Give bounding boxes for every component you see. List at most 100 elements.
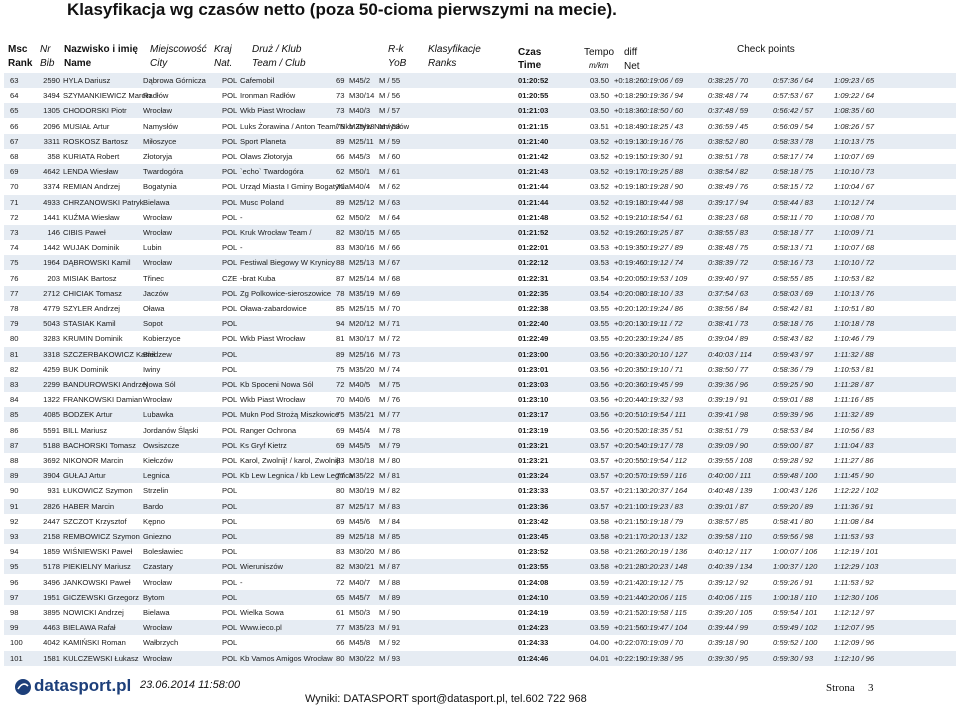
table-cell: Nowa Sól — [143, 380, 176, 389]
table-cell: 100 — [10, 638, 23, 648]
table-cell: 03.56 — [590, 425, 610, 435]
table-cell: 3311 — [43, 136, 60, 146]
table-cell: 1305 — [43, 106, 60, 116]
table-cell: 1:10:18 / 78 — [834, 319, 875, 329]
table-cell: M / 67 — [379, 258, 401, 268]
table-cell: 1:10:08 / 70 — [834, 212, 875, 222]
table-cell: 0:40:00 / 111 — [708, 471, 752, 481]
table-cell: 01:23:55 — [518, 562, 549, 572]
table-cell: 98 — [10, 608, 19, 617]
table-row: 93 2158 REMBOWICZ Szymon Gniezno POL 89 M25/18… — [4, 529, 956, 544]
table-cell: 0:39:17 / 94 — [708, 197, 749, 207]
header-cell: Check points — [737, 44, 795, 55]
table-cell: 01:21:48 — [518, 212, 549, 222]
table-cell: +0:21:42 — [614, 577, 644, 587]
table-cell: 0:38:57 / 85 — [708, 516, 749, 526]
table-cell: M / 81 — [379, 471, 401, 481]
table-cell: M / 63 — [379, 197, 401, 207]
table-row: 86 5591 BILL Mariusz Jordanów Śląski POL Rang… — [4, 423, 956, 438]
table-cell: MISIAK Bartosz — [63, 273, 117, 283]
table-cell: 01:21:03 — [518, 106, 549, 116]
header-cell: Bib — [40, 58, 55, 69]
table-cell: 0:20:10 / 127 — [643, 349, 688, 359]
table-cell: 03.50 — [590, 76, 610, 85]
header-cell: Nazwisko i imię — [64, 44, 138, 55]
table-cell: 03.52 — [590, 212, 610, 222]
table-cell: +0:19:26 — [614, 228, 644, 237]
table-cell: 0:18:10 / 33 — [643, 288, 684, 298]
table-cell: +0:19:21 — [614, 212, 644, 222]
table-cell: 01:23:33 — [518, 486, 549, 496]
table-cell: Bielawa — [143, 197, 170, 207]
table-cell: Wrocław — [143, 258, 172, 268]
table-cell: 0:20:23 / 148 — [643, 562, 688, 572]
table-cell: 1:10:53 / 81 — [834, 364, 875, 374]
table-cell: POL — [222, 577, 238, 587]
table-cell: 0:58:33 / 78 — [773, 136, 814, 146]
table-cell: 0:19:18 / 79 — [643, 516, 684, 526]
table-cell: 0:19:28 / 90 — [643, 182, 684, 192]
table-cell: 3318 — [43, 349, 60, 359]
table-cell: 0:58:03 / 69 — [773, 288, 814, 298]
header-cell: City — [150, 58, 168, 69]
header-cell: Klasyfikacje — [428, 44, 481, 55]
table-cell: POL — [222, 121, 238, 131]
table-cell: 0:19:38 / 95 — [643, 653, 684, 663]
table-cell: CIBIS Paweł — [63, 228, 106, 237]
table-cell: POL — [222, 212, 238, 222]
table-cell: 82 — [336, 562, 345, 572]
header-cell: Druż / Klub — [252, 44, 302, 55]
logo-icon — [15, 679, 31, 695]
table-cell: 203 — [47, 273, 60, 283]
header-cell: Msc — [8, 44, 28, 55]
table-cell: M45/7 — [349, 592, 371, 602]
table-cell: 01:23:21 — [518, 440, 549, 450]
table-cell: 01:24:23 — [518, 623, 549, 633]
table-row: 65 1305 CHODORSKI Piotr Wrocław POL Wkb Piast… — [4, 103, 956, 119]
table-cell: WIŚNIEWSKI Paweł — [63, 547, 133, 557]
table-cell: M / 86 — [379, 547, 401, 557]
table-cell: 69 — [10, 167, 19, 177]
table-cell: POL — [222, 334, 238, 344]
table-cell: 01:22:31 — [518, 273, 549, 283]
table-cell: 80 — [336, 486, 345, 496]
table-cell: 0:38:55 / 83 — [708, 228, 749, 237]
table-cell: Legnica — [143, 471, 170, 481]
table-cell: JANKOWSKI Paweł — [63, 577, 131, 587]
table-cell: 0:38:48 / 74 — [708, 91, 749, 101]
table-cell: SZYMANKIEWICZ Marcin — [63, 91, 152, 101]
table-cell: +0:20:13 — [614, 319, 644, 329]
table-cell: +0:18:29 — [614, 91, 644, 101]
table-row: 100 4042 KAMIŃSKI Roman Wałbrzych POL 66 M45/8… — [4, 635, 956, 650]
table-cell: 0:39:04 / 89 — [708, 334, 749, 344]
table-cell: 0:39:20 / 105 — [708, 608, 753, 617]
table-cell: 73 — [10, 228, 19, 237]
table-cell: Złotoryja — [143, 152, 173, 161]
table-cell: 0:58:11 / 70 — [773, 212, 813, 222]
table-cell: M / 70 — [379, 304, 401, 313]
table-cell: +0:20:55 — [614, 456, 644, 465]
table-row: 70 3374 REMIAN Andrzej Bogatynia POL Urząd Mi… — [4, 179, 956, 194]
table-cell: 1:11:28 / 87 — [834, 380, 874, 389]
table-cell: 0:56:42 / 57 — [773, 106, 814, 116]
table-cell: POL — [222, 395, 238, 405]
table-cell: Iwiny — [143, 364, 161, 374]
table-row: 73 146 CIBIS Paweł Wrocław POL Kruk Wrocław T… — [4, 225, 956, 240]
table-cell: +0:21:56 — [614, 623, 644, 633]
table-cell: Bielawa — [143, 608, 170, 617]
table-cell: M / 64 — [379, 212, 401, 222]
table-cell: 5178 — [43, 562, 60, 572]
table-cell: M / 75 — [379, 380, 401, 389]
table-cell: 01:24:08 — [518, 577, 549, 587]
table-cell: M / 60 — [379, 152, 401, 161]
table-cell: M / 61 — [379, 167, 401, 177]
table-cell: 80 — [10, 334, 19, 344]
table-cell: M35/22 — [349, 471, 375, 481]
table-cell: BUK Dominik — [63, 364, 109, 374]
table-cell: 2590 — [43, 76, 60, 85]
table-cell: Bledzew — [143, 349, 172, 359]
table-cell: 4463 — [43, 623, 60, 633]
table-cell: POL — [222, 547, 238, 557]
table-cell: POL — [222, 258, 238, 268]
table-cell: +0:20:57 — [614, 471, 644, 481]
